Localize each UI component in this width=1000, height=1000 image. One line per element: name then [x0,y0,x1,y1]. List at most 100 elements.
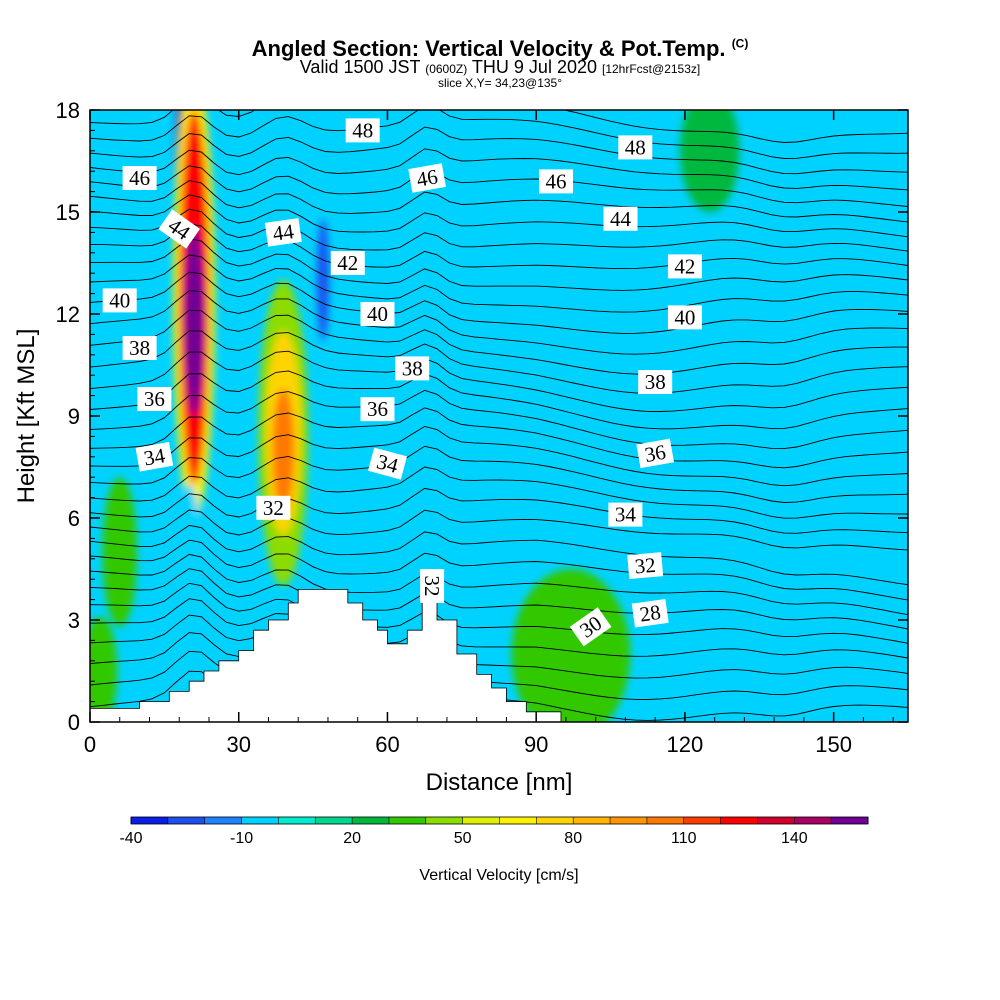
title-suffix: (C) [731,36,749,51]
contour-label-10: 40 [102,288,137,313]
contour-label-4: 46 [539,169,573,194]
isentrope-7 [90,553,908,616]
colorbar-swatch-16 [720,817,758,824]
isentrope-17 [90,370,908,430]
colorbar-swatch-14 [646,817,685,824]
isentrope-20 [90,309,908,375]
contour-label-23: 32 [420,569,445,603]
y-axis-label: Height [Kft MSL] [13,329,40,504]
contour-label-24: 32 [627,552,664,580]
isentrope-23 [90,254,908,313]
contour-label-21: 34 [608,502,643,527]
isentrope-24 [90,238,908,291]
valid-fcst: [12hrFcst@2153z] [602,62,701,76]
contour-label-text-9: 42 [674,254,695,278]
colorbar-swatch-19 [831,817,869,824]
contour-label-text-4: 46 [546,169,567,193]
isentrope-11 [90,487,908,534]
contour-label-14: 38 [395,356,430,381]
contour-label-text-7: 44 [610,207,632,231]
contour-label-11: 40 [360,302,395,326]
contour-label-text-16: 36 [144,387,165,411]
velocity-cell-12 [176,484,203,688]
colorbar-swatch-17 [757,817,795,824]
contour-label-22: 32 [256,495,291,520]
colorbar-tick-label-2: 20 [343,830,361,847]
contour-label-text-13: 38 [129,336,150,360]
contour-label-text-0: 48 [352,118,373,142]
velocity-cell-13 [317,218,329,342]
contour-label-text-2: 46 [129,166,150,190]
colorbar-swatch-18 [794,817,832,824]
contour-label-1: 48 [618,135,653,160]
contour-label-text-6: 44 [271,219,296,246]
isentrope-27 [90,194,908,238]
contour-label-6: 44 [264,218,302,247]
contour-label-0: 48 [345,118,380,143]
valid-prefix: Valid 1500 JST [299,57,421,77]
y-tick-label-6: 18 [56,98,80,123]
colorbar-tick-label-3: 50 [454,830,472,847]
colorbar-swatch-1 [167,817,206,824]
contour-label-text-17: 36 [367,397,388,421]
isentrope-15 [90,407,908,469]
contour-label-text-1: 48 [625,135,646,159]
isentrope-6 [90,568,908,630]
x-axis-label: Distance [nm] [426,769,573,796]
title-main: Angled Section: Vertical Velocity & Pot.… [251,36,726,61]
valid-date: THU 9 Jul 2020 [471,57,597,77]
y-tick-label-3: 9 [68,404,80,429]
isentrope-13 [90,445,908,503]
isentrope-33 [90,110,908,143]
contour-label-15: 38 [638,370,673,394]
isentrope-25 [90,223,908,270]
isentrope-29 [90,165,908,207]
x-tick-label-3: 90 [524,732,548,757]
y-tick-label-5: 15 [56,200,80,225]
contour-label-16: 36 [137,387,172,411]
terrain [90,589,562,722]
x-tick-label-1: 30 [226,732,250,757]
contour-label-19: 34 [135,442,174,472]
contour-label-8: 42 [330,251,365,275]
contour-label-text-24: 32 [634,553,657,579]
contour-label-text-22: 32 [263,496,284,520]
chart-title: Angled Section: Vertical Velocity & Pot.… [0,36,1000,62]
colorbar-swatch-0 [131,817,169,824]
isentrope-18 [90,350,908,412]
contour-label-text-8: 42 [337,251,358,275]
colorbar-swatch-2 [204,817,243,824]
isentrope-10 [90,509,908,551]
y-tick-label-1: 3 [68,608,80,633]
contour-label-12: 40 [667,305,702,330]
colorbar-swatch-5 [315,817,353,824]
velocity-cell-5 [184,225,205,416]
isentrope-9 [90,524,908,586]
isentrope-21 [90,290,908,355]
isentrope-31 [90,126,908,175]
contour-label-7: 44 [603,206,638,231]
colorbar-tick-label-6: 140 [781,830,808,847]
contour-label-2: 46 [122,166,157,190]
velocity-cell-15 [679,110,740,212]
x-tick-label-0: 0 [84,732,96,757]
velocity-cell-11 [357,167,457,338]
colorbar-tick-label-5: 110 [671,830,697,847]
contour-label-9: 42 [667,254,702,279]
colorbar-swatch-13 [610,817,648,824]
contour-label-20: 34 [367,447,408,480]
colorbar-tick-label-1: -10 [230,830,253,847]
x-tick-label-5: 150 [815,732,852,757]
isentrope-22 [90,271,908,334]
contour-label-text-18: 36 [643,440,668,467]
isentrope-16 [90,389,908,450]
contour-label-text-19: 34 [142,443,167,470]
colorbar-swatch-11 [536,817,574,824]
potential-temperature-contours [90,110,908,722]
contour-label-text-15: 38 [645,370,666,394]
colorbar-swatch-4 [278,817,316,824]
